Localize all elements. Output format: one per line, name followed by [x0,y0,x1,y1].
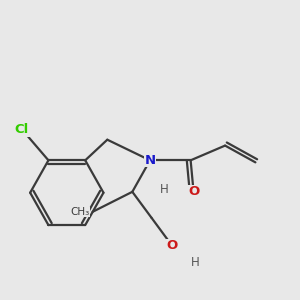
Text: O: O [188,185,199,198]
Text: H: H [160,183,169,196]
Text: H: H [191,256,200,269]
Text: O: O [167,239,178,252]
Text: Cl: Cl [15,123,29,136]
Text: CH₃: CH₃ [70,207,90,217]
Text: N: N [144,154,156,167]
